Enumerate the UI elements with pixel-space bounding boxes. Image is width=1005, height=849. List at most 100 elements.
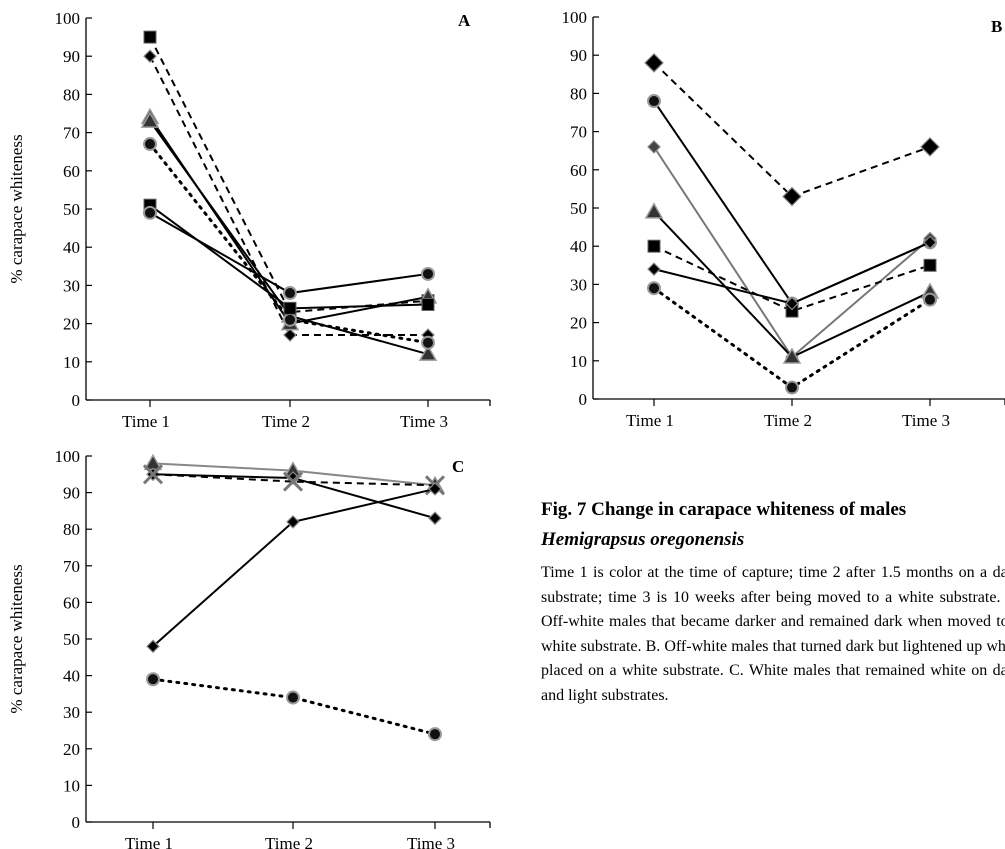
series-line-c-3: [152, 473, 436, 487]
caption-species: Hemigrapsus oregonensis: [541, 529, 745, 550]
chart-panel-c: 0 10 20 30 40 50 60 70 80 90 100 Time 1 Time 2 Time 3…: [7, 447, 491, 849]
data-point-c-4-1: [146, 639, 160, 654]
y-tick-label-b: 40: [570, 237, 587, 256]
data-point-b-2-1: [647, 94, 661, 109]
panel-letter-c: C: [452, 457, 464, 476]
y-tick-label-a: 80: [63, 85, 80, 104]
x-tick-label-a: Time 3: [400, 412, 448, 431]
y-tick-label-c: 70: [63, 557, 80, 576]
y-tick-label-c: 30: [63, 703, 80, 722]
data-point-a-7-2: [283, 286, 297, 301]
y-tick-label-b: 50: [570, 199, 587, 218]
series-line-b-3: [653, 146, 931, 359]
y-tick-label-c: 0: [72, 813, 81, 832]
data-point-a-7-3: [421, 266, 435, 281]
y-tick-label-a: 10: [63, 353, 80, 372]
series-line-b-1: [653, 62, 931, 198]
x-tick-label-c: Time 1: [125, 834, 173, 849]
data-point-b-7-1: [647, 281, 661, 296]
series-line-c-4: [152, 487, 436, 648]
data-point-a-2-2: [283, 328, 297, 342]
chart-panel-a: 0 10 20 30 40 50 60 70 80 90 100 Time 1 Time 2 Time 3…: [7, 9, 491, 431]
data-point-a-4-3: [418, 344, 438, 361]
y-tick-label-c: 80: [63, 520, 80, 539]
y-tick-label-b: 30: [570, 275, 587, 294]
y-tick-label-c: 50: [63, 630, 80, 649]
data-point-b-5-3: [923, 258, 937, 272]
data-point-a-5-1: [143, 137, 157, 152]
data-point-c-3-2: [282, 471, 304, 492]
y-tick-label-b: 0: [579, 390, 588, 409]
data-point-c-4-2: [286, 515, 300, 529]
series-line-b-5: [653, 245, 931, 313]
data-point-a-7-1: [143, 205, 157, 220]
y-tick-label-c: 20: [63, 740, 80, 759]
data-point-c-2-3: [428, 511, 442, 526]
y-tick-label-c: 10: [63, 776, 80, 795]
caption-title-text: Fig. 7 Change in carapace whiteness of m…: [541, 499, 907, 520]
data-point-b-1-3: [920, 137, 940, 157]
figure-caption: Fig. 7 Change in carapace whiteness of m…: [541, 495, 1005, 708]
y-tick-label-a: 40: [63, 238, 80, 257]
y-tick-label-c: 100: [55, 447, 81, 466]
y-tick-label-b: 80: [570, 84, 587, 103]
data-point-b-6-2: [785, 296, 799, 311]
data-point-a-6-3: [421, 298, 435, 311]
data-point-a-4-1: [140, 111, 160, 128]
caption-body: Time 1 is color at the time of capture; …: [541, 564, 1005, 704]
data-point-b-7-3: [923, 292, 937, 307]
data-point-a-1-1: [143, 30, 157, 44]
y-axis-label-a: % carapace whiteness: [7, 134, 26, 283]
series-line-a-1: [149, 36, 429, 314]
data-point-b-6-1: [647, 262, 661, 276]
data-point-b-1-2: [782, 186, 802, 207]
y-tick-label-b: 10: [570, 352, 587, 371]
data-point-b-7-2: [785, 380, 799, 395]
y-tick-label-b: 60: [570, 161, 587, 180]
data-point-c-5-1: [146, 672, 160, 687]
y-tick-label-c: 60: [63, 593, 80, 612]
data-point-c-5-3: [428, 727, 442, 742]
x-tick-label-b: Time 1: [626, 411, 674, 430]
data-point-a-6-2: [283, 301, 297, 315]
series-line-a-7: [149, 211, 429, 295]
data-point-c-3-1: [142, 464, 164, 485]
y-tick-label-a: 20: [63, 315, 80, 334]
y-tick-label-b: 70: [570, 123, 587, 142]
y-tick-label-a: 70: [63, 124, 80, 143]
x-tick-label-a: Time 1: [122, 412, 170, 431]
data-point-b-4-1: [644, 202, 664, 219]
x-tick-label-c: Time 3: [407, 834, 455, 849]
y-tick-label-c: 90: [63, 484, 80, 503]
y-tick-label-b: 20: [570, 314, 587, 333]
y-tick-label-a: 100: [55, 9, 81, 28]
series-line-b-4: [653, 211, 931, 359]
caption-title: Fig. 7 Change in carapace whiteness of m…: [541, 495, 1005, 555]
y-tick-label-a: 90: [63, 47, 80, 66]
data-point-b-5-1: [647, 239, 661, 253]
data-point-c-4-3: [428, 482, 442, 496]
y-tick-label-c: 40: [63, 667, 80, 686]
chart-panel-b: 0 10 20 30 40 50 60 70 80 90 100 Time 1 Time 2 Time 3…: [562, 8, 1005, 430]
x-tick-label-b: Time 3: [902, 411, 950, 430]
y-tick-label-b: 100: [562, 8, 588, 27]
data-point-a-2-1: [143, 49, 157, 64]
y-tick-label-a: 50: [63, 200, 80, 219]
x-tick-label-c: Time 2: [265, 834, 313, 849]
panel-letter-b: B: [991, 17, 1002, 36]
series-line-c-5: [151, 677, 437, 736]
panel-letter-a: A: [458, 11, 471, 30]
data-point-b-6-3: [923, 235, 937, 250]
data-point-b-3-1: [647, 140, 661, 154]
y-tick-label-b: 90: [570, 46, 587, 65]
data-point-a-5-2: [283, 312, 297, 327]
y-tick-label-a: 30: [63, 276, 80, 295]
y-tick-label-a: 0: [72, 391, 81, 410]
data-point-b-1-1: [644, 52, 664, 73]
x-tick-label-b: Time 2: [764, 411, 812, 430]
data-point-b-4-2: [782, 347, 802, 364]
y-axis-label-c: % carapace whiteness: [7, 564, 26, 713]
y-tick-label-a: 60: [63, 162, 80, 181]
data-point-a-5-3: [421, 335, 435, 350]
data-point-c-5-2: [286, 690, 300, 705]
